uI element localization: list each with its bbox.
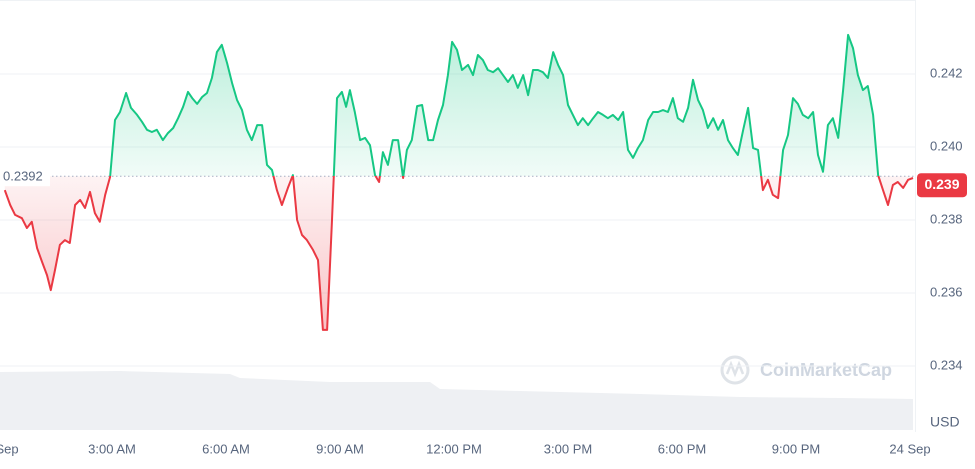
price-line: [3, 33, 914, 331]
current-price-badge: [917, 173, 967, 198]
x-tick-label: 9:00 AM: [316, 441, 364, 456]
x-tick-label: 3:00 PM: [544, 441, 592, 456]
baseline-label-bg: [0, 166, 50, 187]
baseline-label: 0.2392: [3, 169, 43, 184]
y-tick-label: 0.242: [930, 65, 963, 80]
y-tick-label: 0.240: [930, 138, 963, 153]
x-tick-label: 24 Sep: [889, 441, 930, 456]
y-tick-label: 0.238: [930, 211, 963, 226]
x-tick-label: 6:00 PM: [658, 441, 706, 456]
watermark-text: CoinMarketCap: [760, 360, 892, 380]
x-tick-label: 23 Sep: [0, 441, 19, 456]
x-tick-label: 3:00 AM: [88, 441, 136, 456]
current-price-label: 0.239: [924, 176, 959, 192]
x-tick-label: 6:00 AM: [202, 441, 250, 456]
watermark-logo-mark: [725, 360, 745, 378]
x-tick-label: 9:00 PM: [772, 441, 820, 456]
watermark: CoinMarketCap: [720, 355, 892, 385]
volume-area: [0, 371, 913, 430]
area-fill: [4, 34, 914, 330]
y-tick-label: 0.236: [930, 284, 963, 299]
x-tick-label: 12:00 PM: [426, 441, 482, 456]
y-tick-label: 0.234: [930, 357, 963, 372]
watermark-logo: [720, 355, 750, 385]
y-axis-label: USD: [930, 414, 960, 430]
